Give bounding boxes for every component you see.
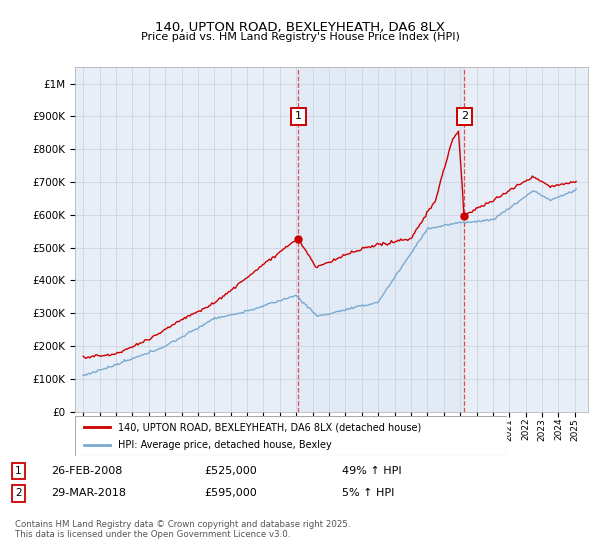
Text: 1: 1 xyxy=(15,466,22,476)
Text: 1: 1 xyxy=(295,111,302,122)
Text: HPI: Average price, detached house, Bexley: HPI: Average price, detached house, Bexl… xyxy=(118,440,332,450)
Bar xyxy=(298,67,464,412)
Text: 29-MAR-2018: 29-MAR-2018 xyxy=(51,488,126,498)
Text: 2: 2 xyxy=(461,111,468,122)
Text: 5% ↑ HPI: 5% ↑ HPI xyxy=(342,488,394,498)
Text: £525,000: £525,000 xyxy=(204,466,257,476)
Text: 49% ↑ HPI: 49% ↑ HPI xyxy=(342,466,401,476)
Text: Price paid vs. HM Land Registry's House Price Index (HPI): Price paid vs. HM Land Registry's House … xyxy=(140,32,460,43)
Text: 140, UPTON ROAD, BEXLEYHEATH, DA6 8LX (detached house): 140, UPTON ROAD, BEXLEYHEATH, DA6 8LX (d… xyxy=(118,422,421,432)
Text: 26-FEB-2008: 26-FEB-2008 xyxy=(51,466,122,476)
Text: £595,000: £595,000 xyxy=(204,488,257,498)
Text: Contains HM Land Registry data © Crown copyright and database right 2025.
This d: Contains HM Land Registry data © Crown c… xyxy=(15,520,350,539)
Text: 2: 2 xyxy=(15,488,22,498)
Text: 140, UPTON ROAD, BEXLEYHEATH, DA6 8LX: 140, UPTON ROAD, BEXLEYHEATH, DA6 8LX xyxy=(155,21,445,34)
FancyBboxPatch shape xyxy=(75,416,507,456)
